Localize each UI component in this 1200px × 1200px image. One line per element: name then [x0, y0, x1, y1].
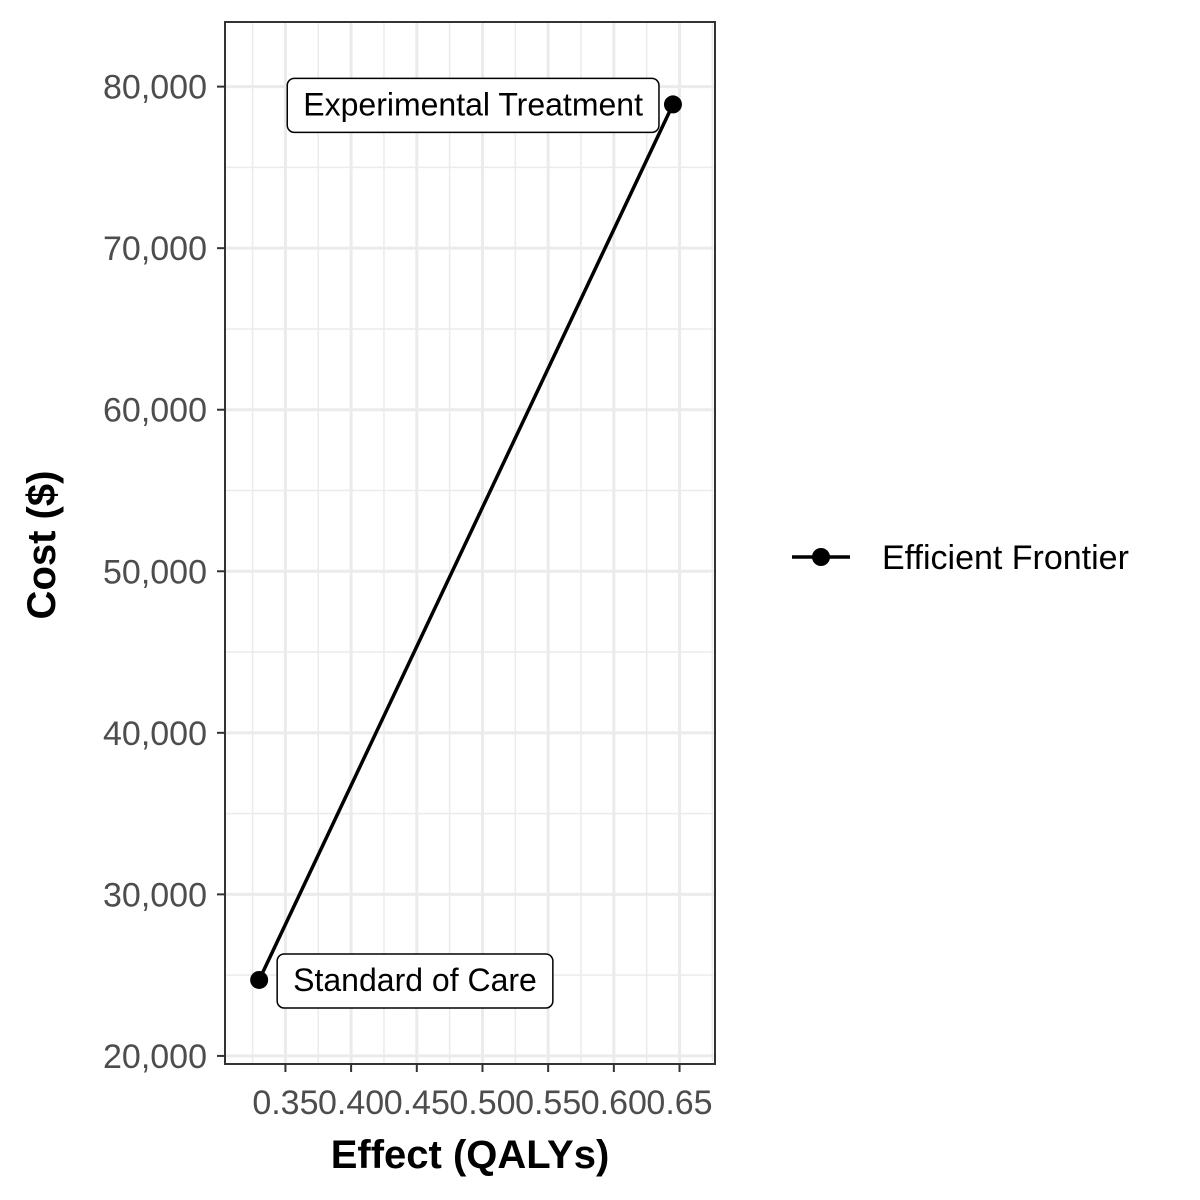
x-tick-label: 0.65 [646, 1084, 712, 1122]
axes: 0.35 0.40 0.45 0.50 0.55 0.60 0.65 20,000 30,000… [103, 69, 713, 1122]
legend-key-point [812, 548, 830, 566]
y-tick-label: 50,000 [103, 553, 207, 591]
annotation-label: Standard of Care [276, 953, 554, 1009]
legend-label: Efficient Frontier [882, 539, 1129, 577]
frontier-point [250, 970, 269, 989]
annotation-text: Standard of Care [293, 962, 537, 998]
point-annotations: Standard of Care Experimental Treatment [276, 77, 660, 1009]
x-tick-label: 0.40 [318, 1084, 384, 1122]
grid-lines [225, 22, 715, 1064]
y-tick-label: 60,000 [103, 392, 207, 430]
plot-panel-border [224, 21, 716, 1065]
y-tick-label: 70,000 [103, 230, 207, 268]
x-tick-label: 0.55 [515, 1084, 581, 1122]
annotation-box [276, 953, 554, 1009]
x-tick-label: 0.50 [449, 1084, 515, 1122]
legend: Efficient Frontier [792, 539, 1129, 577]
y-tick-label: 30,000 [103, 876, 207, 914]
annotation-label: Experimental Treatment [286, 77, 660, 134]
y-tick-label: 80,000 [103, 69, 207, 107]
x-tick-label: 0.35 [252, 1084, 318, 1122]
y-axis-title: Cost ($) [20, 471, 64, 620]
x-tick-label: 0.60 [581, 1084, 647, 1122]
annotation-text: Experimental Treatment [303, 86, 643, 122]
x-tick-label: 0.45 [384, 1084, 450, 1122]
annotation-box [286, 77, 660, 134]
frontier-series [250, 95, 682, 989]
frontier-point [663, 95, 682, 114]
frontier-line [257, 103, 675, 981]
x-axis-title: Effect (QALYs) [331, 1133, 610, 1177]
y-tick-label: 40,000 [103, 715, 207, 753]
y-tick-label: 20,000 [103, 1038, 207, 1076]
